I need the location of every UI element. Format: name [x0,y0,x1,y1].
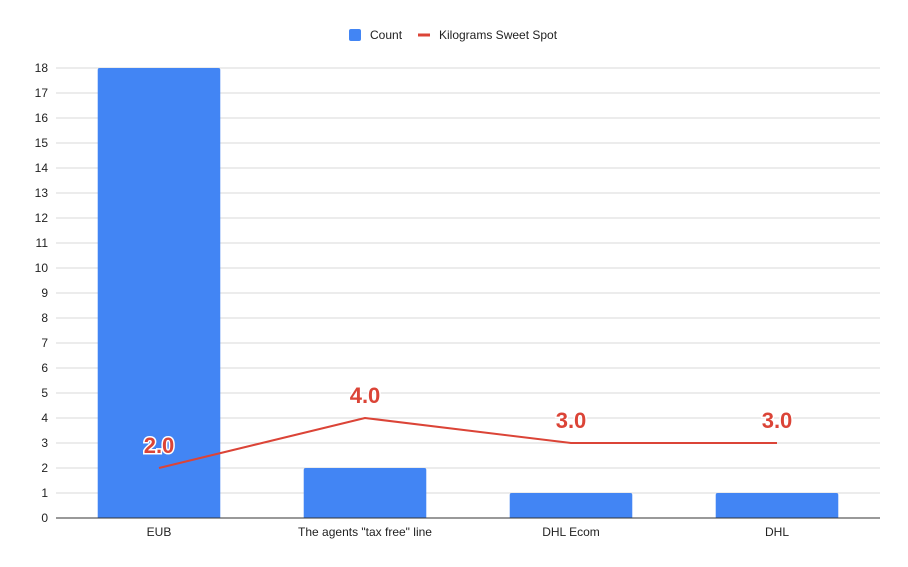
y-tick-label: 15 [35,136,49,150]
legend: Count Kilograms Sweet Spot [349,28,558,42]
x-tick-label: EUB [147,525,172,539]
bar-dhl [715,493,839,518]
bar-the-agents-tax-free-line [303,468,427,518]
kilograms-sweet-spot-line [158,417,777,469]
legend-label-count: Count [370,28,403,42]
y-tick-label: 0 [41,511,48,525]
count-bars [97,68,839,518]
x-tick-label: DHL Ecom [542,525,600,539]
y-tick-label: 9 [41,286,48,300]
bar-eub [97,68,221,518]
line-data-label: 4.0 [350,383,381,408]
x-tick-label: DHL [765,525,789,539]
y-tick-label: 7 [41,336,48,350]
y-tick-label: 6 [41,361,48,375]
y-tick-label: 10 [35,261,49,275]
legend-label-kilograms-sweet-spot: Kilograms Sweet Spot [439,28,558,42]
y-tick-label: 8 [41,311,48,325]
y-tick-label: 12 [35,211,49,225]
line-data-label: 3.0 [556,408,587,433]
bar-dhl-ecom [509,493,633,518]
x-axis-tick-labels: EUB The agents "tax free" line DHL Ecom DHL [147,525,790,539]
y-tick-label: 13 [35,186,49,200]
y-tick-label: 3 [41,436,48,450]
y-tick-label: 17 [35,86,49,100]
line-data-label: 3.0 [762,408,793,433]
y-tick-label: 4 [41,411,48,425]
y-tick-label: 2 [41,461,48,475]
y-tick-label: 1 [41,486,48,500]
y-tick-label: 18 [35,61,49,75]
line-data-label: 2.0 [144,433,175,458]
legend-swatch-count [349,29,361,41]
y-tick-label: 11 [36,236,49,250]
x-tick-label: The agents "tax free" line [298,525,432,539]
y-tick-label: 16 [35,111,49,125]
line-path [158,417,777,469]
line-data-labels: 2.0 4.0 3.0 3.0 [142,382,794,460]
y-tick-label: 5 [41,386,48,400]
y-tick-label: 14 [35,161,49,175]
